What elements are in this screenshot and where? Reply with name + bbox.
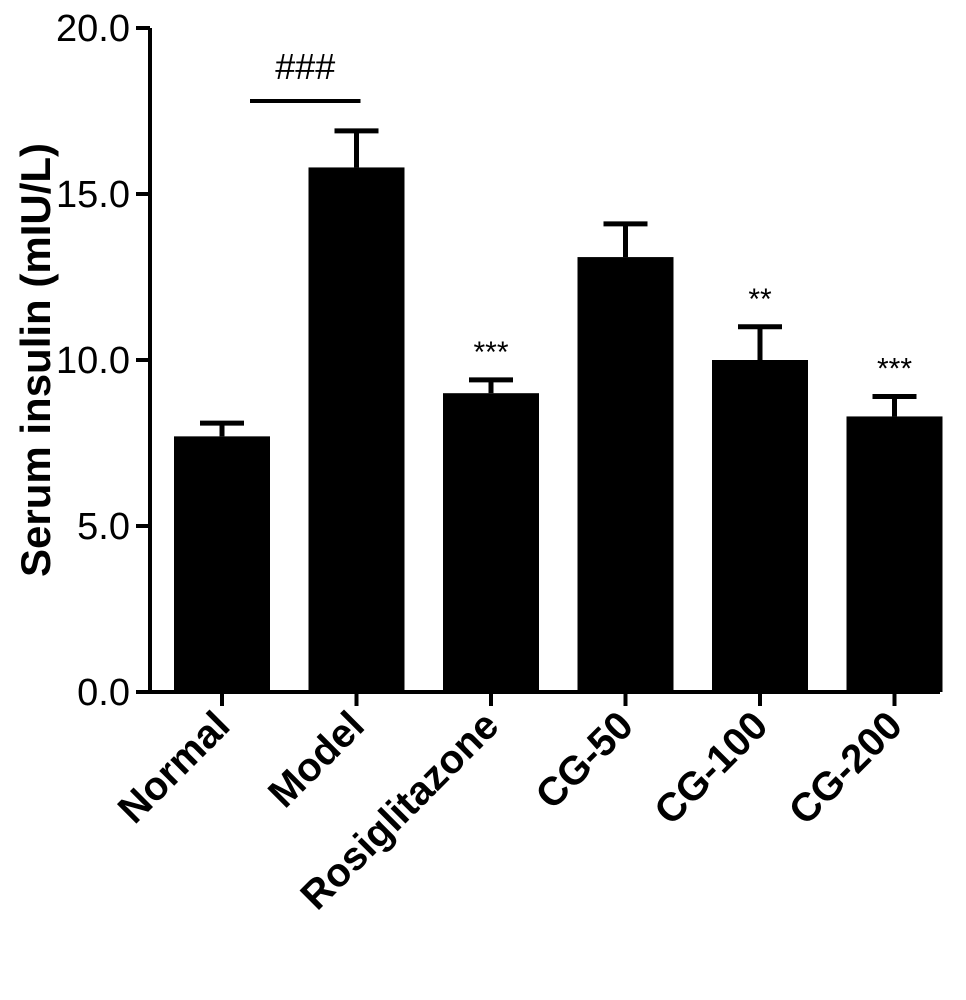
y-axis: 0.0 5.0 10.0 15.0 20.0	[56, 8, 150, 714]
x-category-label: CG-200	[781, 703, 911, 833]
x-category-label: CG-100	[646, 703, 776, 833]
bar	[174, 436, 270, 692]
y-tick-label: 20.0	[56, 8, 130, 50]
significance-label: ***	[473, 336, 508, 369]
bar	[847, 416, 943, 692]
bar	[712, 360, 808, 692]
bar	[578, 257, 674, 692]
y-axis-title: Serum insulin (mIU/L)	[12, 143, 59, 577]
y-tick-label: 0.0	[77, 672, 130, 714]
significance-label: **	[748, 283, 772, 316]
y-tick-label: 10.0	[56, 340, 130, 382]
y-tick-label: 15.0	[56, 174, 130, 216]
y-tick-label: 5.0	[77, 506, 130, 548]
bars	[174, 131, 943, 692]
x-category-label: CG-50	[527, 703, 641, 817]
bar	[309, 167, 405, 692]
bar	[443, 393, 539, 692]
significance-label: ***	[877, 353, 912, 386]
x-axis: NormalModelRosiglitazoneCG-50CG-100CG-20…	[110, 692, 940, 918]
x-category-label: Model	[260, 703, 373, 816]
x-category-label: Normal	[110, 703, 239, 832]
comparison-label: ###	[275, 46, 335, 87]
